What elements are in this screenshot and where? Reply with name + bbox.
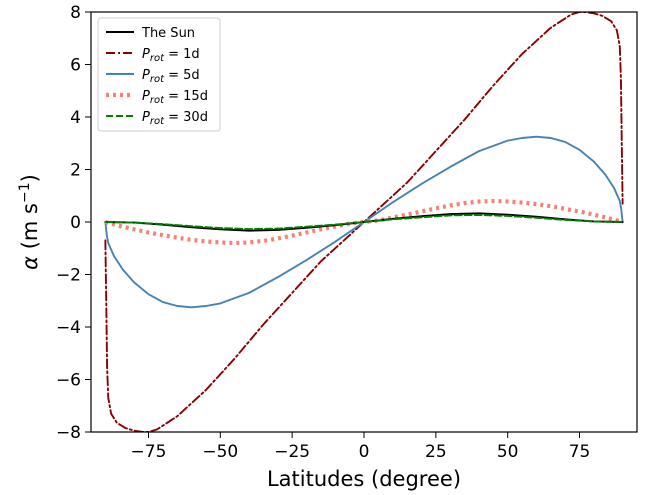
y-tick-label: −2 — [56, 266, 81, 286]
x-tick-label: −25 — [274, 442, 310, 462]
series-line-1 — [104, 12, 624, 432]
x-axis-label: Latitudes (degree) — [267, 467, 461, 491]
legend-entry: The Sun — [141, 26, 195, 41]
y-tick-label: −4 — [56, 318, 81, 338]
y-tick-label: 0 — [70, 213, 81, 233]
y-tick-label: 6 — [70, 56, 81, 76]
legend-entry: Prot = 5d — [142, 68, 200, 85]
x-tick-label: 25 — [425, 442, 447, 462]
y-tick-label: −8 — [56, 423, 81, 443]
x-axis: −75 −50 −25 0 25 50 75 — [131, 432, 591, 462]
y-tick-label: −6 — [56, 371, 81, 391]
x-tick-label: 75 — [569, 442, 591, 462]
y-tick-label: 8 — [70, 3, 81, 23]
legend-entry: Prot = 1d — [142, 47, 200, 64]
y-axis: −8 −6 −4 −2 0 2 4 6 8 — [56, 3, 91, 443]
series-line-4 — [104, 213, 624, 231]
legend-box — [97, 17, 221, 132]
x-tick-label: 0 — [359, 442, 370, 462]
x-tick-label: −50 — [202, 442, 238, 462]
x-tick-label: −75 — [131, 442, 167, 462]
y-axis-label: α (m s−1) — [17, 174, 42, 270]
x-tick-label: 50 — [497, 442, 519, 462]
y-tick-label: 4 — [70, 108, 81, 128]
legend: The Sun Prot = 1d Prot = 5d Prot = 15d Prot … — [97, 17, 221, 132]
legend-entry: Prot = 30d — [142, 110, 208, 127]
y-tick-label: 2 — [70, 161, 81, 181]
series-layer — [104, 12, 624, 432]
legend-entry: Prot = 15d — [142, 89, 208, 106]
